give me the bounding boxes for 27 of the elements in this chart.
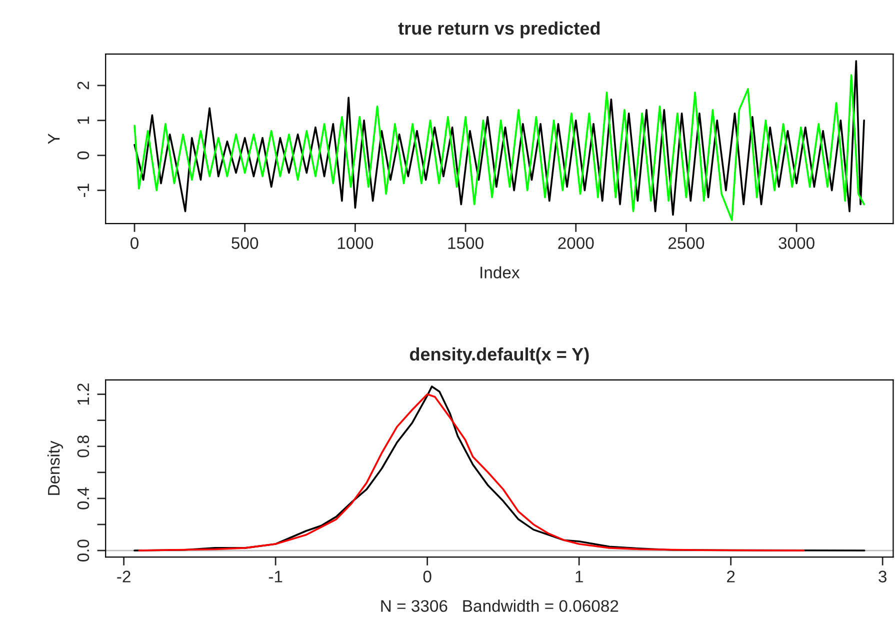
chart-title: density.default(x = Y) [410, 347, 589, 364]
y-tick-label: 0.4 [77, 487, 90, 510]
x-axis-title: Index [480, 266, 520, 278]
x-tick-label: 0 [130, 237, 138, 250]
y-tick-label: 0.0 [77, 540, 90, 562]
x-tick-label: 0 [423, 570, 432, 582]
chart-title: true return vs predicted [398, 21, 600, 38]
y-tick-label: 0.8 [77, 435, 90, 458]
y-tick-label: 1 [77, 116, 89, 124]
x-tick-label: 500 [232, 237, 258, 250]
x-tick-label: 1500 [448, 237, 484, 250]
y-tick-label: 2 [77, 82, 89, 90]
x-tick-label: 2500 [668, 237, 704, 250]
x-tick-label: -1 [268, 570, 282, 582]
y-tick-label: 0 [77, 151, 90, 160]
x-tick-label: 1000 [338, 237, 374, 250]
y-tick-label: 1.2 [77, 384, 89, 405]
x-axis-title: N = 3306 Bandwidth = 0.06082 [381, 600, 618, 612]
x-tick-label: 2000 [558, 237, 594, 250]
y-axis-title: Y [48, 134, 60, 144]
y-tick-label: -1 [77, 184, 89, 198]
x-tick-label: 3 [878, 570, 886, 582]
x-tick-label: -2 [117, 570, 130, 582]
x-tick-label: 3000 [778, 237, 814, 250]
y-axis-title: Density [47, 440, 63, 495]
x-tick-label: 2 [727, 570, 735, 582]
x-tick-label: 1 [576, 570, 583, 582]
